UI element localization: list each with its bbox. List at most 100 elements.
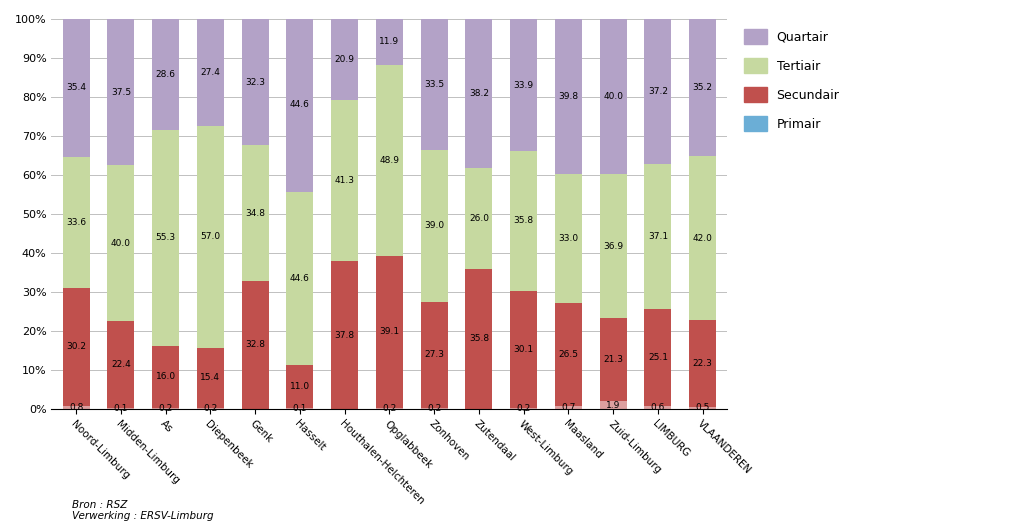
Bar [465,269,492,409]
Bar [420,301,447,408]
Text: 35.8: 35.8 [469,334,489,343]
Bar [465,168,492,269]
Bar [554,406,582,409]
Text: 22.3: 22.3 [693,359,713,368]
Text: 40.0: 40.0 [604,92,623,101]
Bar [599,19,626,174]
Bar [241,145,269,281]
Bar [152,130,179,346]
Text: 20.9: 20.9 [335,55,355,64]
Text: 27.4: 27.4 [201,68,220,77]
Text: 26.0: 26.0 [469,214,489,223]
Legend: Quartair, Tertiair, Secundair, Primair: Quartair, Tertiair, Secundair, Primair [741,25,843,135]
Bar [420,19,447,149]
Bar [420,408,447,409]
Bar [375,19,403,65]
Text: 35.8: 35.8 [514,216,534,225]
Text: 32.8: 32.8 [246,340,265,350]
Bar [107,165,134,321]
Bar [510,291,537,408]
Bar [690,407,716,409]
Bar [331,19,358,101]
Text: 0.6: 0.6 [651,403,665,412]
Bar [62,19,90,157]
Text: 15.4: 15.4 [201,374,220,383]
Text: 33.6: 33.6 [66,218,86,227]
Text: 57.0: 57.0 [201,232,220,242]
Bar [420,149,447,301]
Text: 30.2: 30.2 [66,342,86,351]
Text: 0.2: 0.2 [159,404,173,413]
Text: 44.6: 44.6 [290,100,310,109]
Bar [197,19,224,126]
Bar [107,321,134,408]
Text: 33.5: 33.5 [425,80,444,89]
Bar [510,151,537,291]
Bar [510,408,537,409]
Bar [599,401,626,409]
Text: 0.2: 0.2 [383,404,397,413]
Bar [554,19,582,174]
Text: 42.0: 42.0 [693,234,713,243]
Bar [599,318,626,401]
Bar [375,256,403,408]
Text: 37.5: 37.5 [110,88,131,96]
Text: 55.3: 55.3 [155,233,176,242]
Text: 0.2: 0.2 [204,404,218,413]
Text: 1.9: 1.9 [606,400,620,410]
Text: 0.8: 0.8 [69,402,83,412]
Text: 16.0: 16.0 [155,372,176,381]
Text: 30.1: 30.1 [514,345,534,354]
Text: 11.0: 11.0 [290,383,310,391]
Bar [465,19,492,168]
Text: 28.6: 28.6 [155,70,176,79]
Bar [197,348,224,408]
Bar [375,65,403,256]
Text: 35.4: 35.4 [66,83,86,92]
Text: 0.1: 0.1 [293,404,307,413]
Text: 27.3: 27.3 [425,350,444,359]
Bar [62,406,90,409]
Bar [286,192,313,365]
Text: 41.3: 41.3 [335,177,355,185]
Text: 22.4: 22.4 [110,360,131,369]
Text: 11.9: 11.9 [380,37,399,46]
Text: 39.8: 39.8 [559,92,578,101]
Text: 32.3: 32.3 [246,78,265,87]
Bar [331,101,358,261]
Bar [241,19,269,145]
Text: 33.9: 33.9 [514,81,534,90]
Text: 33.0: 33.0 [559,234,578,243]
Text: 0.2: 0.2 [427,404,441,413]
Bar [690,19,716,156]
Text: 40.0: 40.0 [110,238,131,247]
Bar [197,408,224,409]
Bar [554,174,582,303]
Text: 34.8: 34.8 [246,209,265,217]
Text: 39.0: 39.0 [425,221,444,230]
Bar [644,309,671,407]
Bar [62,288,90,406]
Bar [241,281,269,409]
Text: 48.9: 48.9 [380,156,399,165]
Bar [197,126,224,348]
Bar [375,408,403,409]
Text: Bron : RSZ
Verwerking : ERSV-Limburg: Bron : RSZ Verwerking : ERSV-Limburg [72,500,213,521]
Text: 44.6: 44.6 [290,274,310,283]
Bar [331,261,358,409]
Text: 35.2: 35.2 [693,83,713,92]
Bar [107,19,134,165]
Bar [152,408,179,409]
Text: 37.1: 37.1 [648,232,668,241]
Bar [286,18,313,192]
Bar [644,164,671,309]
Text: 38.2: 38.2 [469,89,489,98]
Bar [286,365,313,408]
Bar [690,156,716,320]
Bar [152,19,179,130]
Bar [152,346,179,408]
Text: 0.2: 0.2 [517,404,531,413]
Text: 39.1: 39.1 [380,328,399,336]
Bar [62,157,90,288]
Bar [510,19,537,151]
